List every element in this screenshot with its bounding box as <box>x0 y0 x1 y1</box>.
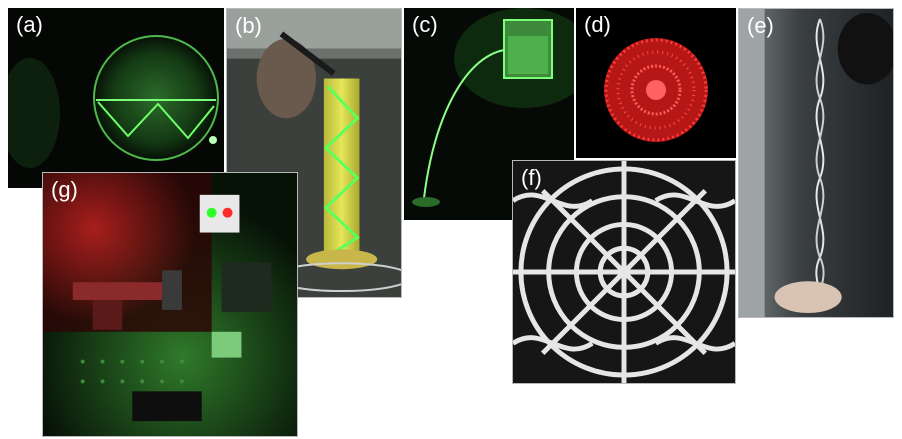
panel-d-label: (d) <box>584 12 611 37</box>
panel-d-image <box>576 8 736 158</box>
panel-e: (e) <box>738 8 894 318</box>
panel-e-label: (e) <box>747 13 774 38</box>
panel-b-label: (b) <box>235 13 262 38</box>
panel-c-label: (c) <box>412 12 438 37</box>
panel-g-label: (g) <box>51 177 78 202</box>
panel-d: (d) <box>576 8 736 158</box>
panel-f-label: (f) <box>521 165 542 190</box>
panel-g: (g) <box>42 172 298 437</box>
panel-g-image <box>43 173 297 436</box>
panel-f: (f) <box>512 160 736 384</box>
panel-a-label: (a) <box>16 12 43 37</box>
panel-a-image <box>8 8 224 188</box>
panel-e-image <box>739 9 893 317</box>
panel-a: (a) <box>8 8 224 188</box>
panel-f-image <box>513 161 735 383</box>
